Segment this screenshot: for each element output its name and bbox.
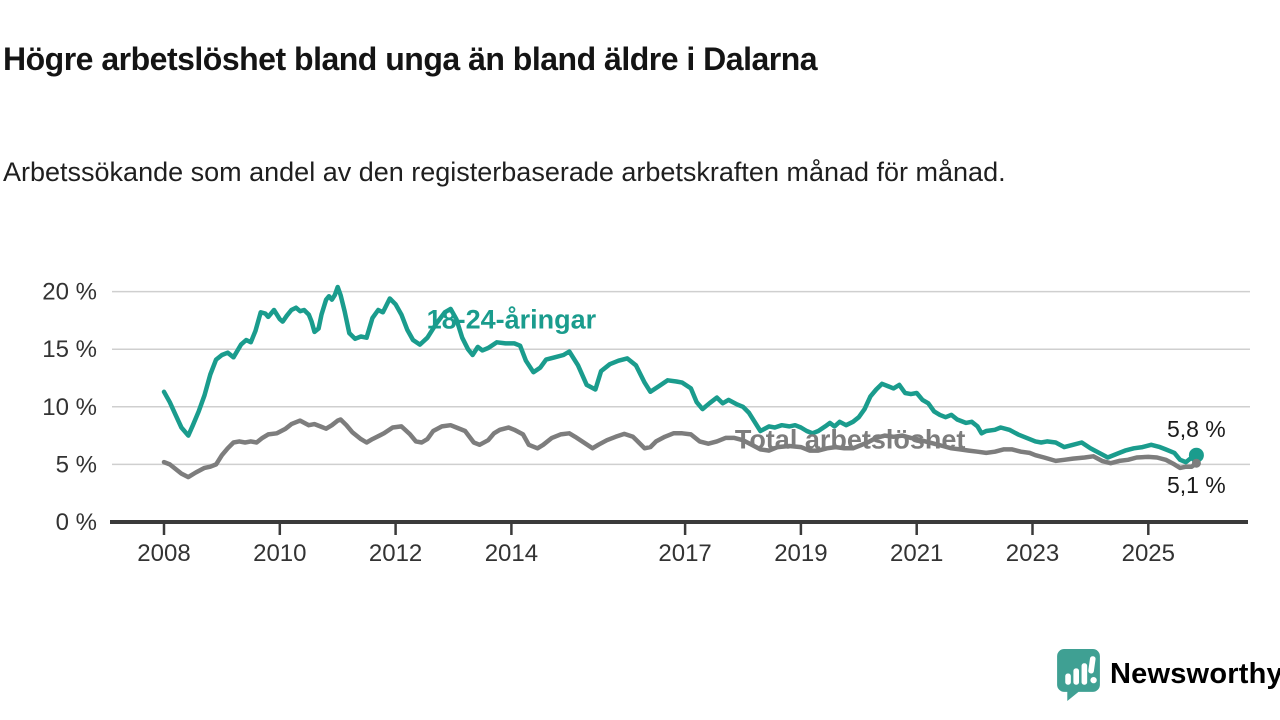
x-tick-label: 2010	[253, 540, 306, 567]
series-label-total: Total arbetslöshet	[735, 424, 966, 454]
x-tick-label: 2017	[658, 540, 711, 567]
x-tick-label: 2025	[1122, 540, 1175, 567]
y-tick-label: 5 %	[56, 451, 97, 478]
y-tick-label: 10 %	[42, 394, 97, 421]
x-tick-label: 2019	[774, 540, 827, 567]
x-tick-label: 2023	[1006, 540, 1059, 567]
x-tick-label: 2014	[485, 540, 538, 567]
y-tick-label: 15 %	[42, 336, 97, 363]
end-value-label-youth: 5,8 %	[1167, 416, 1226, 442]
newsworthy-logo-text: Newsworthy	[1110, 658, 1280, 690]
y-tick-label: 0 %	[56, 509, 97, 536]
x-tick-label: 2008	[137, 540, 190, 567]
end-value-label-total: 5,1 %	[1167, 472, 1226, 498]
x-tick-label: 2012	[369, 540, 422, 567]
chart-title: Högre arbetslöshet bland unga än bland ä…	[3, 41, 818, 78]
chart-subtitle: Arbetssökande som andel av den registerb…	[3, 157, 1006, 187]
x-tick-label: 2021	[890, 540, 943, 567]
y-tick-label: 20 %	[42, 279, 97, 306]
series-label-youth: 18-24-åringar	[427, 304, 597, 334]
series-line-total	[161, 417, 1199, 480]
newsworthy-logo: Newsworthy	[1056, 648, 1280, 701]
series-end-dot-total	[1191, 458, 1201, 468]
bar-chart-speech-bubble-icon	[1057, 649, 1100, 701]
series-end-dot-youth	[1188, 447, 1204, 463]
series-line-youth	[161, 284, 1199, 465]
